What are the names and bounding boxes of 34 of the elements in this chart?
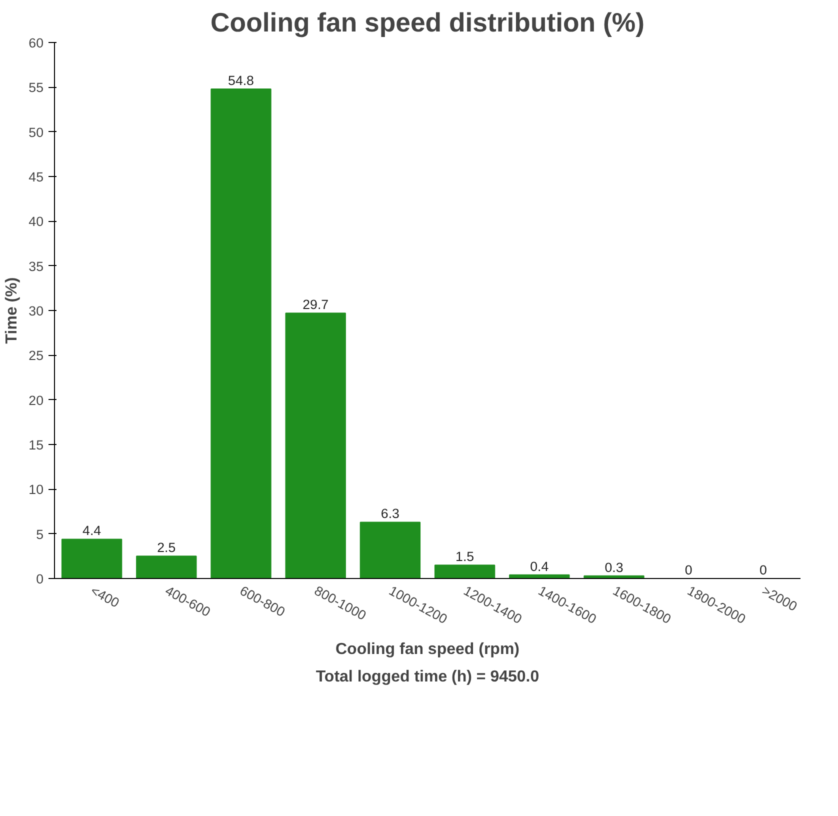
y-tick-label: 10 bbox=[28, 482, 44, 498]
y-tick-label: 30 bbox=[28, 304, 44, 318]
bar bbox=[210, 88, 272, 578]
data-label: 0.4 bbox=[530, 558, 550, 574]
data-label: 0 bbox=[684, 562, 692, 578]
data-label: 1.5 bbox=[456, 549, 474, 564]
data-label: 29.7 bbox=[302, 297, 329, 312]
y-tick-label: 20 bbox=[28, 392, 44, 408]
y-tick-label: 5 bbox=[36, 526, 44, 542]
y-tick-label: 60 bbox=[28, 36, 44, 50]
y-tick-label: 55 bbox=[28, 80, 44, 96]
data-label: 6.3 bbox=[380, 506, 400, 522]
bar bbox=[136, 556, 197, 578]
y-tick-label: 45 bbox=[28, 170, 44, 184]
text: Total logged time (h) = 9450.0 bbox=[316, 668, 540, 686]
x-axis-title: Cooling fan speed (rpm) bbox=[336, 641, 520, 658]
bar bbox=[61, 538, 122, 578]
bar bbox=[434, 564, 496, 578]
bar bbox=[285, 312, 346, 578]
y-tick-label: 50 bbox=[28, 124, 44, 140]
y-tick-label: 25 bbox=[28, 348, 44, 364]
data-label: 4.4 bbox=[82, 523, 102, 538]
bar bbox=[360, 522, 421, 578]
data-label: 2.5 bbox=[157, 540, 176, 556]
y-axis-title: Time (%) bbox=[4, 277, 21, 344]
data-label: 0.3 bbox=[604, 560, 624, 575]
y-tick-label: 0 bbox=[36, 572, 44, 586]
chart-title: Cooling fan speed distribution (%) bbox=[210, 8, 644, 38]
y-tick-label: 40 bbox=[28, 214, 44, 230]
x-tick-label: <400 bbox=[88, 582, 122, 610]
data-label: 0 bbox=[759, 562, 767, 578]
y-tick-label: 15 bbox=[28, 438, 44, 452]
y-tick-label: 35 bbox=[28, 258, 44, 274]
data-label: 54.8 bbox=[228, 72, 254, 88]
